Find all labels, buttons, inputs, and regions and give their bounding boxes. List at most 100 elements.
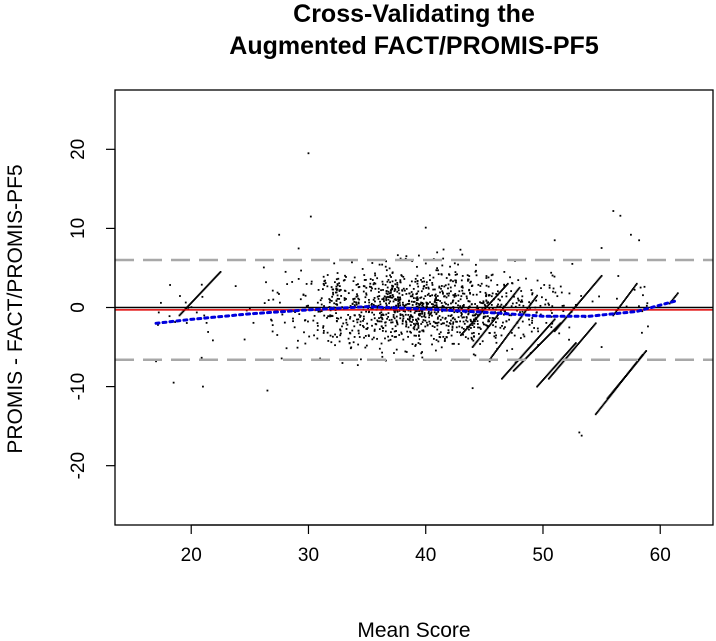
scatter-point [355, 301, 357, 304]
scatter-point [482, 317, 485, 320]
diagonal-run-point [474, 318, 477, 321]
scatter-point [349, 317, 351, 320]
scatter-point [473, 314, 476, 317]
scatter-point [441, 316, 444, 319]
scatter-point [461, 286, 464, 289]
scatter-point [387, 335, 390, 338]
diagonal-run-point [499, 291, 501, 294]
scatter-point [490, 279, 492, 282]
scatter-point [502, 327, 505, 330]
scatter-point [417, 317, 420, 320]
diagonal-run-point [579, 300, 582, 303]
diagonal-run-point [484, 330, 487, 332]
diagonal-run-point [209, 281, 212, 284]
scatter-point [390, 318, 393, 321]
scatter-point [455, 326, 458, 329]
scatter-point [409, 317, 411, 320]
scatter-point [386, 293, 389, 296]
scatter-point [487, 320, 490, 323]
scatter-point [352, 298, 355, 300]
scatter-point [386, 286, 389, 289]
diagonal-run-point [561, 321, 564, 323]
diagonal-run-point [504, 336, 507, 339]
scatter-point [388, 296, 391, 298]
scatter-point [467, 337, 470, 340]
y-tick-label: -20 [68, 452, 89, 479]
scatter-point [270, 318, 272, 321]
diagonal-run-point [479, 312, 482, 315]
diagonal-run-point [495, 350, 497, 352]
diagonal-run-point [572, 344, 575, 347]
scatter-point [453, 294, 456, 297]
scatter-point [439, 318, 442, 321]
scatter-point [416, 328, 418, 331]
scatter-point [394, 279, 397, 282]
diagonal-run-point [211, 279, 214, 282]
scatter-point [407, 303, 409, 305]
scatter-point [355, 303, 358, 306]
diagonal-run-point [518, 286, 521, 289]
scatter-point [308, 335, 311, 338]
scatter-point [468, 275, 471, 277]
outlier-point [619, 214, 622, 217]
diagonal-run-point [549, 370, 552, 373]
diagonal-run-point [645, 350, 648, 352]
scatter-point [482, 300, 485, 303]
scatter-point [424, 319, 427, 322]
scatter-point [436, 251, 439, 254]
diagonal-run-point [635, 361, 638, 364]
scatter-point [372, 303, 375, 306]
scatter-point [263, 302, 266, 304]
diagonal-run-point [481, 333, 484, 336]
scatter-point [598, 295, 600, 298]
scatter-point [391, 335, 394, 337]
outlier-point [600, 346, 603, 348]
diagonal-run-point [551, 320, 554, 323]
scatter-point [452, 307, 455, 310]
scatter-point [349, 305, 352, 307]
scatter-point [467, 300, 470, 303]
scatter-point [391, 327, 394, 330]
scatter-point [433, 301, 436, 303]
diagonal-run-point [199, 292, 201, 295]
scatter-point [368, 301, 371, 304]
scatter-point [355, 295, 358, 298]
scatter-point [432, 337, 435, 340]
diagonal-run-point [514, 367, 517, 370]
scatter-point [416, 282, 419, 285]
scatter-point [397, 305, 400, 308]
scatter-point [440, 287, 442, 290]
scatter-point [443, 295, 445, 298]
scatter-point [493, 331, 496, 334]
diagonal-run-point [196, 295, 198, 298]
scatter-point [506, 349, 508, 352]
scatter-point [551, 274, 554, 277]
diagonal-run-point [591, 325, 594, 328]
scatter-point [320, 297, 323, 300]
diagonal-run-point [489, 302, 492, 304]
scatter-point [378, 312, 381, 315]
diagonal-run-point [550, 331, 553, 334]
scatter-point [544, 303, 547, 306]
scatter-point [451, 325, 454, 328]
scatter-point [212, 339, 214, 342]
scatter-point [416, 279, 419, 282]
scatter-point [397, 303, 400, 306]
scatter-point [641, 310, 644, 313]
scatter-point [381, 330, 384, 332]
scatter-point [521, 295, 524, 298]
scatter-point [478, 326, 481, 329]
scatter-point [359, 323, 362, 326]
diagonal-run-point [511, 365, 514, 368]
scatter-point [345, 321, 348, 324]
scatter-point [395, 348, 398, 351]
scatter-point [454, 279, 457, 282]
diagonal-run-point [580, 299, 582, 301]
diagonal-run-point [635, 282, 638, 285]
scatter-point [414, 324, 417, 327]
scatter-point [436, 295, 439, 297]
scatter-point [334, 281, 336, 284]
diagonal-run-point [563, 355, 566, 358]
scatter-point [352, 341, 355, 344]
diagonal-run-point [486, 327, 489, 330]
